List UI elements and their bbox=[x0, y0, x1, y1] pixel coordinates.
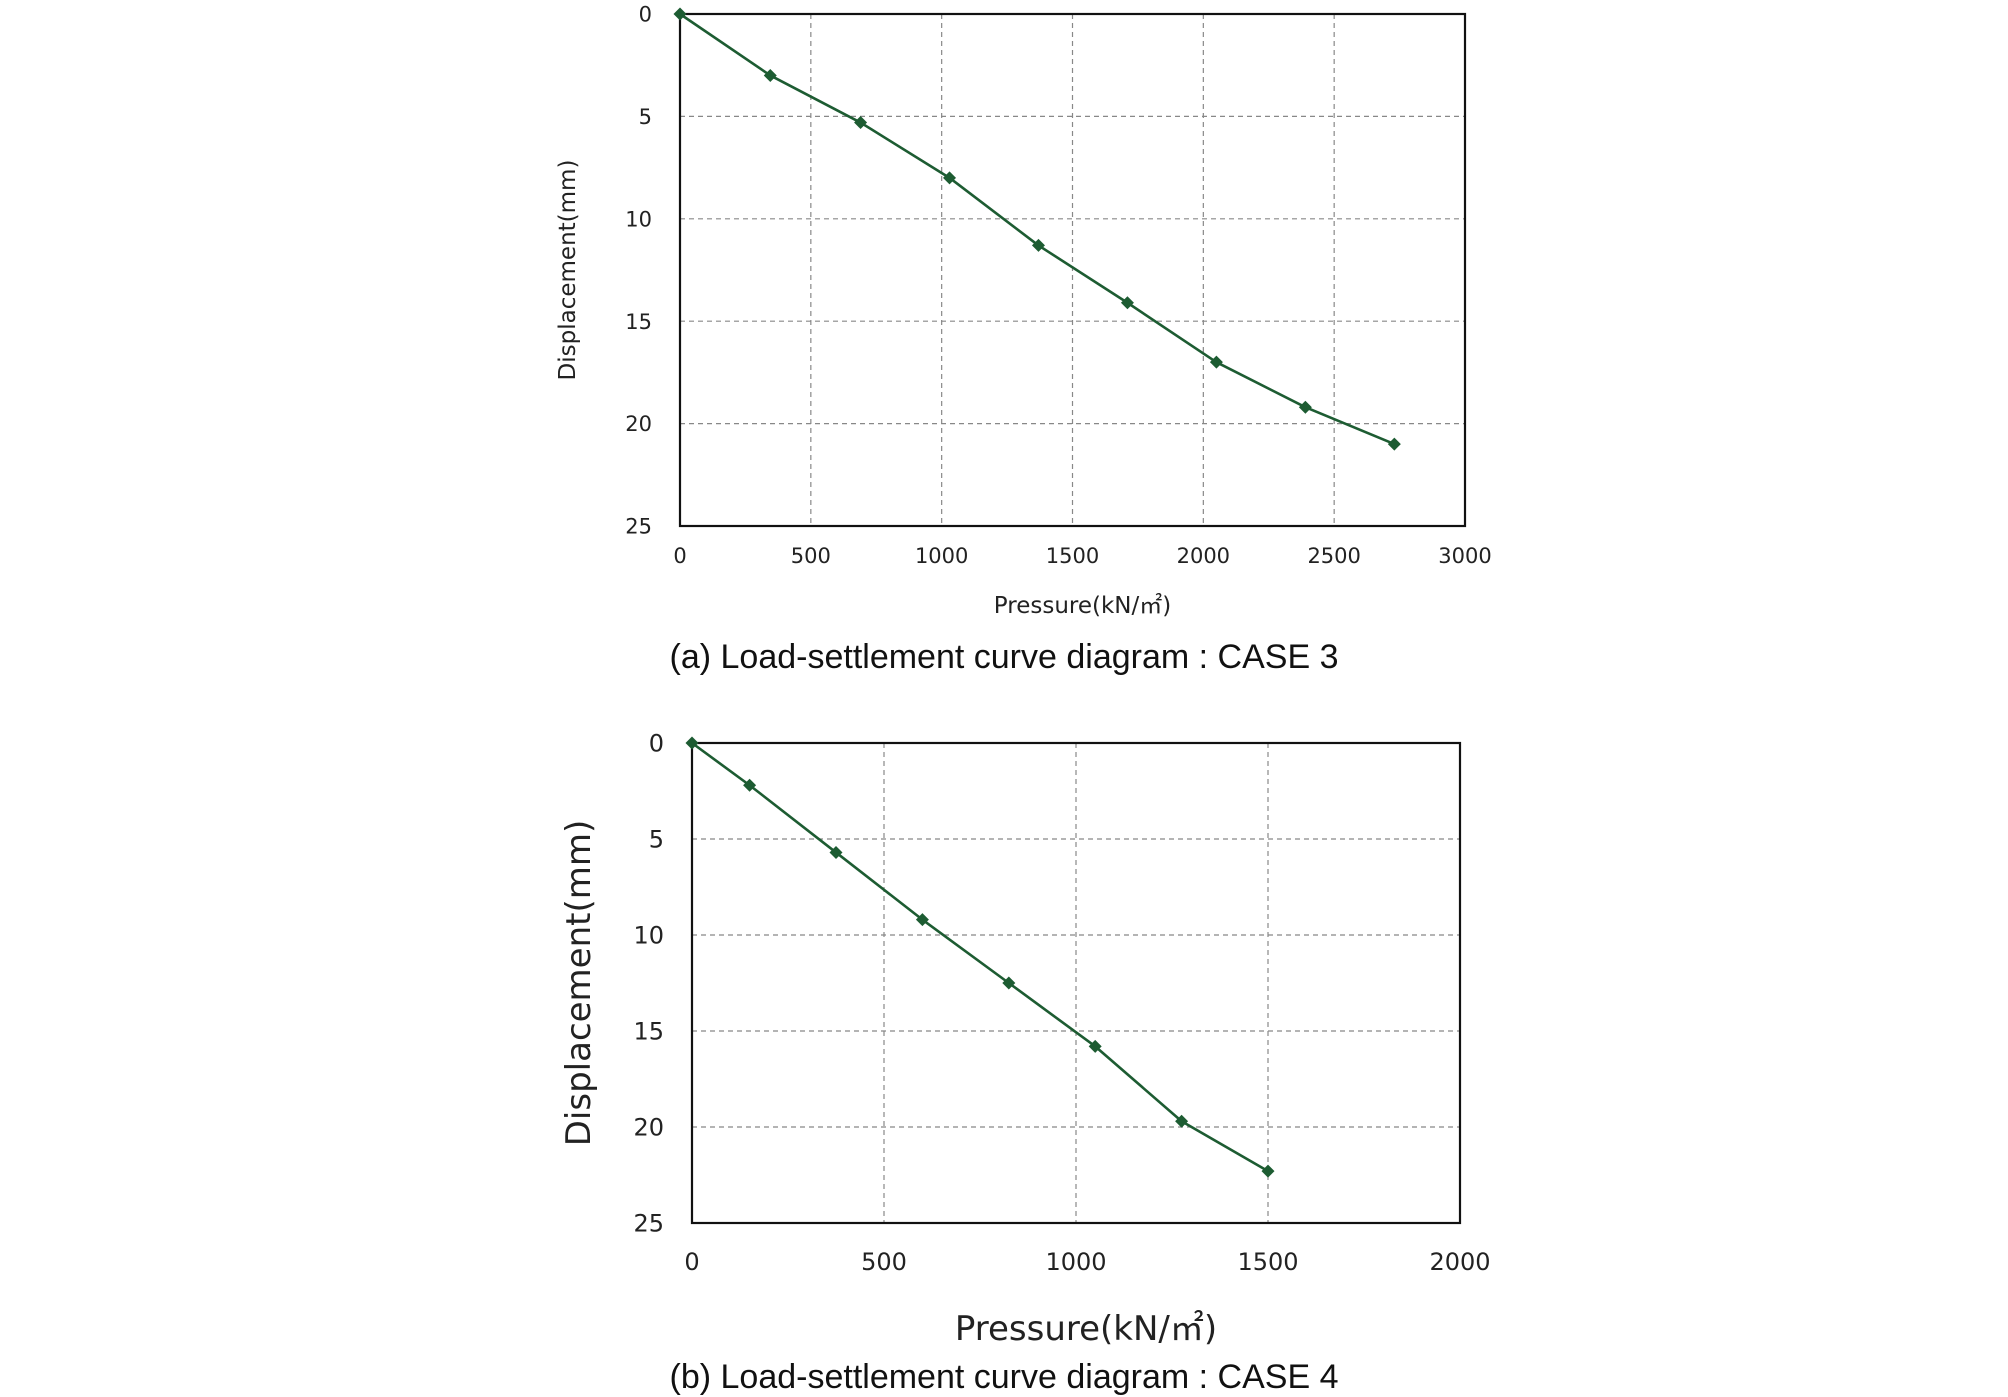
x-axis-label: Pressure(kN/㎡) bbox=[994, 593, 1171, 619]
data-point bbox=[1031, 238, 1045, 252]
data-point bbox=[829, 845, 843, 859]
data-point bbox=[1120, 296, 1134, 310]
data-point bbox=[1175, 1114, 1189, 1128]
caption-case-4: (b) Load-settlement curve diagram : CASE… bbox=[669, 1358, 1339, 1396]
y-tick-label: 0 bbox=[649, 730, 664, 758]
y-tick-label: 5 bbox=[649, 826, 664, 854]
y-tick-label: 10 bbox=[625, 207, 652, 231]
x-axis-label: Pressure(kN/㎡) bbox=[955, 1309, 1217, 1349]
y-tick-label: 20 bbox=[625, 412, 652, 436]
data-point bbox=[743, 778, 757, 792]
caption-case-3: (a) Load-settlement curve diagram : CASE… bbox=[669, 638, 1339, 676]
data-point bbox=[685, 736, 699, 750]
y-axis-label: Displacement(mm) bbox=[559, 820, 599, 1147]
y-tick-label: 10 bbox=[633, 922, 664, 950]
y-tick-label: 20 bbox=[633, 1114, 664, 1142]
x-tick-label: 500 bbox=[861, 1248, 907, 1276]
y-tick-label: 25 bbox=[625, 515, 652, 539]
x-tick-label: 0 bbox=[684, 1248, 699, 1276]
y-tick-label: 0 bbox=[639, 3, 652, 27]
plot-frame bbox=[690, 741, 1462, 1225]
y-tick-label: 25 bbox=[633, 1210, 664, 1238]
series-line bbox=[691, 741, 1269, 1173]
data-point bbox=[1298, 400, 1312, 414]
data-point bbox=[854, 116, 868, 130]
data-point bbox=[1387, 437, 1401, 451]
data-point bbox=[915, 913, 929, 927]
x-tick-label: 1000 bbox=[1045, 1248, 1106, 1276]
y-axis-label: Displacement(mm) bbox=[555, 160, 581, 381]
x-tick-label: 2000 bbox=[1429, 1248, 1490, 1276]
x-tick-label: 1500 bbox=[1237, 1248, 1298, 1276]
x-tick-label: 500 bbox=[791, 544, 831, 568]
data-point bbox=[1209, 355, 1223, 369]
x-tick-label: 3000 bbox=[1438, 544, 1491, 568]
y-tick-label: 15 bbox=[625, 310, 652, 334]
x-tick-label: 1500 bbox=[1046, 544, 1099, 568]
y-tick-label: 15 bbox=[633, 1018, 664, 1046]
x-tick-label: 1000 bbox=[915, 544, 968, 568]
plot-frame bbox=[678, 12, 1467, 528]
data-point bbox=[1088, 1039, 1102, 1053]
x-tick-label: 0 bbox=[673, 544, 686, 568]
data-point bbox=[943, 171, 957, 185]
data-point bbox=[763, 68, 777, 82]
x-tick-label: 2000 bbox=[1177, 544, 1230, 568]
x-tick-label: 2500 bbox=[1307, 544, 1360, 568]
data-point bbox=[1002, 976, 1016, 990]
y-tick-label: 5 bbox=[639, 105, 652, 129]
chart-case-3: 0 500 1000 1500 2000 2500 3000 0 5 10 15 20 25 Pressu… bbox=[555, 3, 1492, 619]
data-point bbox=[673, 7, 687, 21]
data-point bbox=[1261, 1164, 1275, 1178]
